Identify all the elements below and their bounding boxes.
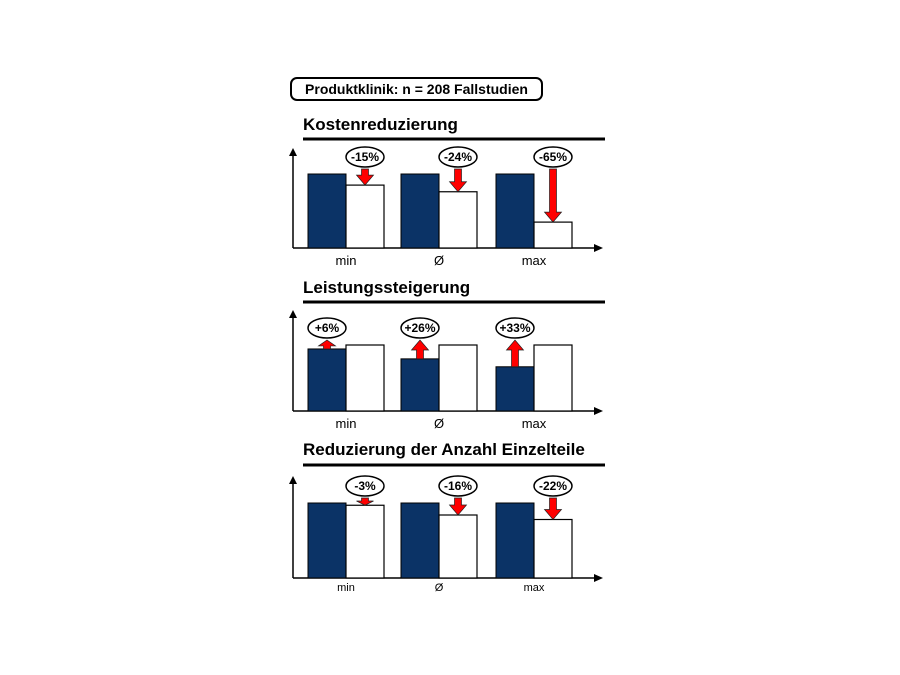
bar-before [307,173,347,249]
category-label: max [522,416,547,431]
category-label: Ø [434,253,444,268]
chart-2: -3% min -16% Ø -22% max [289,463,605,594]
bar-before [307,348,347,412]
category-label: min [337,582,355,594]
chart-title-einzelteile: Reduzierung der Anzahl Einzelteile [303,440,585,459]
sample-size-header: Produktklinik: n = 208 Fallstudien [290,77,543,101]
bar-after [533,221,573,249]
category-label: Ø [434,416,444,431]
change-arrow [317,339,337,350]
bar-before [495,366,535,412]
bar-after [438,344,478,412]
change-label: +33% [499,321,530,335]
change-label: +6% [315,321,340,335]
x-axis-arrowhead [594,407,603,415]
bar-after [438,191,478,249]
change-bubble [438,475,478,497]
bar-before [495,502,535,579]
category-label: max [524,582,545,594]
category-label: min [336,416,357,431]
category-label: max [522,253,547,268]
change-bubble [533,146,573,168]
bar-after [345,184,385,249]
change-arrow [448,168,468,193]
change-arrow [356,497,374,506]
change-bubble [307,317,347,339]
chart-title-leistung: Leistungssteigerung [303,278,471,297]
change-label: -15% [351,150,379,164]
bar-after [345,344,385,412]
y-axis-arrowhead [289,310,297,318]
change-arrow [355,168,375,186]
bar-after [345,504,385,579]
bar-before [400,173,440,249]
bar-before [495,173,535,249]
y-axis-arrowhead [289,476,297,484]
bar-before [400,358,440,412]
change-arrow [505,339,525,368]
x-axis-arrowhead [594,244,603,252]
change-arrow [448,497,468,516]
change-label: -22% [539,479,567,493]
bar-before [307,502,347,579]
change-bubble [438,146,478,168]
chart-1: +6% min +26% Ø +33% max [289,300,605,431]
change-arrow [543,497,563,521]
bar-before [400,502,440,579]
y-axis-arrowhead [289,148,297,156]
chart-title-kosten: Kostenreduzierung [303,115,458,134]
change-bubble [345,475,385,497]
category-label: Ø [435,582,444,594]
category-label: min [336,253,357,268]
bar-after [438,514,478,579]
change-bubble [495,317,535,339]
change-bubble [400,317,440,339]
chart-0: -15% min -24% Ø -65% max [289,137,605,268]
bar-after [533,518,573,579]
change-bubble [345,146,385,168]
bar-after [533,344,573,412]
change-arrow [543,168,563,223]
change-label: -3% [354,479,376,493]
change-label: +26% [404,321,435,335]
change-bubble [533,475,573,497]
change-arrow [410,339,430,360]
change-label: -65% [539,150,567,164]
change-label: -16% [444,479,472,493]
change-label: -24% [444,150,472,164]
x-axis-arrowhead [594,574,603,582]
